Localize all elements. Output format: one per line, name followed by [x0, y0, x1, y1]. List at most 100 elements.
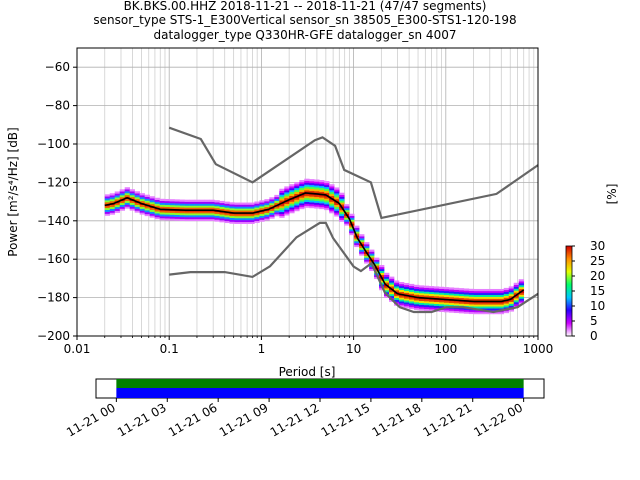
heatmap-cell — [354, 242, 360, 246]
heatmap-cell — [498, 294, 505, 297]
heatmap-cell — [404, 300, 410, 303]
heatmap-cell — [104, 211, 111, 214]
heatmap-cell — [394, 297, 400, 300]
heatmap-cell — [109, 206, 116, 209]
heatmap-cell — [249, 219, 255, 223]
heatmap-cell — [114, 204, 121, 208]
heatmap-cell — [399, 282, 405, 285]
heatmap-cell — [294, 207, 300, 210]
heatmap-cell — [159, 210, 165, 213]
heatmap-cell — [319, 180, 325, 183]
heatmap-cell — [104, 198, 111, 201]
heatmap-cell — [164, 214, 170, 217]
heatmap-cell — [498, 296, 505, 299]
heatmap-cell — [299, 180, 305, 183]
heatmap-cell — [284, 205, 290, 208]
heatmap-cell — [164, 206, 170, 209]
heatmap-cell — [174, 214, 180, 217]
heatmap-cell — [329, 203, 335, 206]
heatmap-cell — [204, 216, 210, 220]
heatmap-cell — [354, 227, 360, 230]
heatmap-cell — [339, 213, 345, 217]
heatmap-cell — [324, 190, 330, 193]
heatmap-cell — [234, 217, 240, 221]
heatmap-cell — [349, 229, 355, 232]
heatmap-cell — [204, 199, 210, 202]
heatmap-cell — [234, 221, 240, 224]
y-tick-label: −140 — [37, 214, 70, 228]
heatmap-cell — [344, 219, 350, 222]
heatmap-cell — [249, 204, 255, 207]
heatmap-cell — [154, 213, 160, 216]
heatmap-cell — [329, 201, 335, 204]
heatmap-cell — [139, 210, 145, 213]
heatmap-cell — [179, 207, 185, 210]
heatmap-cell — [254, 209, 260, 212]
heatmap-cell — [124, 206, 130, 209]
heatmap-cell — [413, 292, 420, 295]
heatmap-cell — [384, 276, 390, 279]
heatmap-cell — [184, 203, 190, 206]
heatmap-cell — [418, 304, 425, 307]
heatmap-cell — [364, 253, 370, 256]
heatmap-cell — [334, 204, 340, 207]
heatmap-cell — [139, 198, 145, 202]
heatmap-cell — [194, 211, 200, 214]
heatmap-cell — [339, 192, 345, 195]
heatmap-cell — [189, 199, 195, 202]
heatmap-cell — [488, 306, 495, 309]
heatmap-cell — [139, 200, 145, 204]
heatmap-cell — [324, 188, 330, 191]
heatmap-cell — [374, 269, 380, 272]
heatmap-cell — [364, 242, 370, 245]
heatmap-cell — [199, 207, 205, 210]
heatmap-cell — [244, 206, 250, 209]
heatmap-cell — [468, 292, 475, 295]
heatmap-cell — [428, 307, 435, 310]
heatmap-cell — [189, 215, 195, 218]
heatmap-cell — [179, 212, 185, 216]
heatmap-cell — [214, 200, 220, 203]
heatmap-cell — [139, 195, 145, 198]
heatmap-cell — [159, 217, 165, 221]
heatmap-cell — [244, 202, 250, 205]
heatmap-cell — [389, 291, 395, 295]
heatmap-cell — [409, 297, 415, 300]
heatmap-cell — [224, 209, 230, 212]
heatmap-cell — [359, 251, 365, 254]
heatmap-cell — [344, 204, 350, 207]
heatmap-cell — [219, 208, 225, 211]
heatmap-cell — [319, 191, 325, 194]
heatmap-cell — [413, 298, 420, 301]
heatmap-cell — [134, 196, 140, 200]
heatmap-cell — [324, 202, 330, 205]
heatmap-cell — [399, 301, 405, 304]
heatmap-cell — [379, 270, 385, 273]
heatmap-cell — [134, 193, 140, 196]
heatmap-cell — [349, 227, 355, 230]
heatmap-cell — [329, 191, 335, 195]
heatmap-cell — [189, 213, 195, 216]
heatmap-cell — [169, 199, 175, 202]
heatmap-cell — [279, 188, 285, 191]
heatmap-cell — [104, 196, 111, 199]
heatmap-cell — [224, 216, 230, 220]
heatmap-cell — [104, 194, 111, 197]
heatmap-cell — [304, 194, 310, 197]
heatmap-cell — [379, 272, 385, 275]
heatmap-cell — [299, 206, 305, 210]
heatmap-cell — [423, 287, 430, 290]
heatmap-cell — [259, 219, 265, 222]
heatmap-cell — [239, 221, 245, 224]
heatmap-cell — [513, 301, 520, 305]
heatmap-cell — [279, 194, 285, 197]
heatmap-cell — [314, 189, 320, 192]
heatmap-cell — [443, 304, 450, 307]
heatmap-cell — [433, 295, 440, 299]
heatmap-cell — [199, 213, 205, 216]
heatmap-cell — [249, 214, 255, 217]
heatmap-cell — [164, 200, 170, 204]
heatmap-cell — [204, 207, 210, 210]
heatmap-cell — [294, 203, 300, 206]
